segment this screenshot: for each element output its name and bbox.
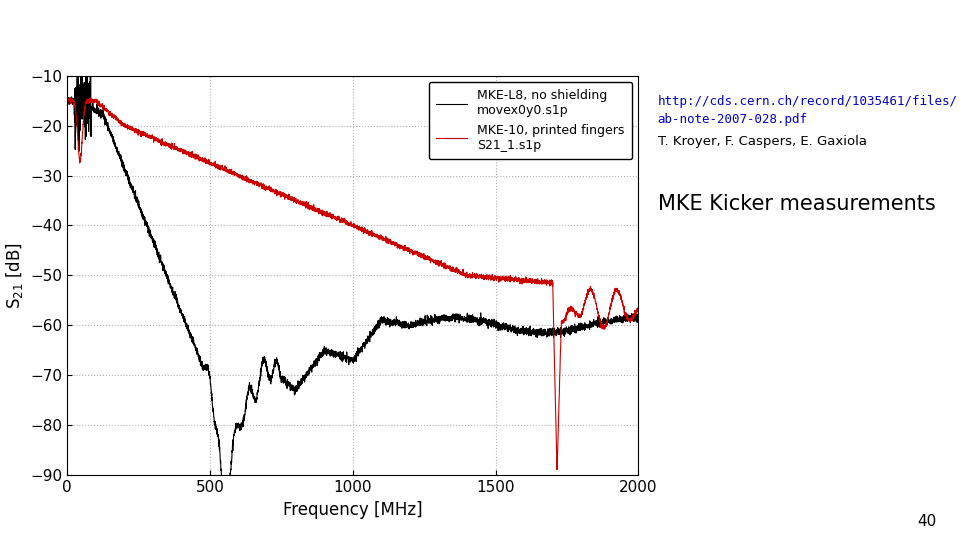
MKE-10, printed fingers
S21_1.s1p xyxy=(551,467,563,473)
Text: Lab measurements of beam impedance. Wire #10: Lab measurements of beam impedance. Wire… xyxy=(8,10,960,44)
MKE-10, printed fingers
S21_1.s1p xyxy=(633,312,644,318)
MKE-L8, no shielding
movex0y0.s1p xyxy=(75,48,86,54)
Line: MKE-10, printed fingers
S21_1.s1p: MKE-10, printed fingers S21_1.s1p xyxy=(67,98,638,470)
MKE-L8, no shielding
movex0y0.s1p xyxy=(477,320,489,327)
MKE-10, printed fingers
S21_1.s1p xyxy=(476,273,488,280)
Text: ab-note-2007-028.pdf: ab-note-2007-028.pdf xyxy=(658,113,807,126)
MKE-L8, no shielding
movex0y0.s1p xyxy=(306,365,318,372)
MKE-L8, no shielding
movex0y0.s1p xyxy=(587,321,598,328)
Line: MKE-L8, no shielding
movex0y0.s1p: MKE-L8, no shielding movex0y0.s1p xyxy=(67,51,638,522)
MKE-L8, no shielding
movex0y0.s1p xyxy=(301,373,313,379)
Y-axis label: S$_{21}$ [dB]: S$_{21}$ [dB] xyxy=(4,242,25,309)
MKE-L8, no shielding
movex0y0.s1p xyxy=(633,314,644,320)
X-axis label: Frequency [MHz]: Frequency [MHz] xyxy=(283,501,422,518)
MKE-L8, no shielding
movex0y0.s1p xyxy=(333,350,345,356)
Text: 40: 40 xyxy=(917,514,936,529)
MKE-L8, no shielding
movex0y0.s1p xyxy=(219,518,230,525)
Text: T. Kroyer, F. Caspers, E. Gaxiola: T. Kroyer, F. Caspers, E. Gaxiola xyxy=(658,135,867,148)
MKE-L8, no shielding
movex0y0.s1p xyxy=(615,319,627,325)
Legend: MKE-L8, no shielding
movex0y0.s1p, MKE-10, printed fingers
S21_1.s1p: MKE-L8, no shielding movex0y0.s1p, MKE-1… xyxy=(428,82,632,159)
MKE-10, printed fingers
S21_1.s1p xyxy=(61,98,73,105)
MKE-10, printed fingers
S21_1.s1p xyxy=(587,291,598,298)
MKE-10, printed fingers
S21_1.s1p xyxy=(306,203,318,210)
MKE-10, printed fingers
S21_1.s1p xyxy=(301,202,313,209)
Text: MKE Kicker measurements: MKE Kicker measurements xyxy=(658,194,935,214)
Text: http://cds.cern.ch/record/1035461/files/: http://cds.cern.ch/record/1035461/files/ xyxy=(658,94,958,107)
MKE-10, printed fingers
S21_1.s1p xyxy=(333,215,345,222)
MKE-10, printed fingers
S21_1.s1p xyxy=(615,294,627,300)
MKE-10, printed fingers
S21_1.s1p xyxy=(84,94,96,101)
MKE-L8, no shielding
movex0y0.s1p xyxy=(61,96,73,103)
